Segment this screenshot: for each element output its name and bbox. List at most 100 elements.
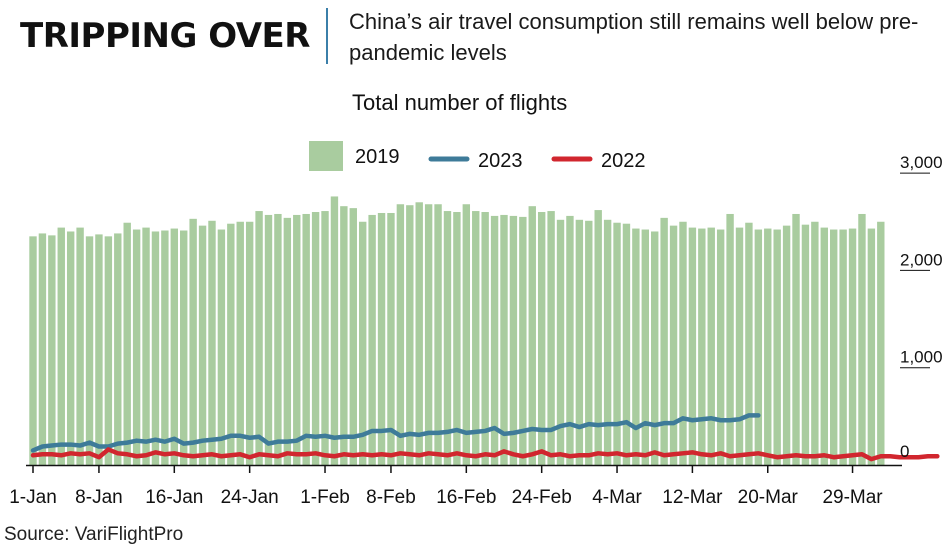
bar-2019-day-1 <box>29 236 37 465</box>
bar-2019-day-16 <box>170 228 178 465</box>
chart-title: Total number of flights <box>352 90 568 115</box>
bar-2019-day-69 <box>669 225 678 465</box>
bar-2019-day-65 <box>632 228 640 465</box>
bar-2019-day-53 <box>519 216 527 465</box>
bar-2019-day-10 <box>114 233 122 465</box>
x-tick-label: 8-Feb <box>366 487 416 508</box>
y-tick-label: 2,000 <box>900 250 943 269</box>
x-tick-label: 12-Mar <box>662 487 723 508</box>
bar-2019-day-22 <box>227 223 235 465</box>
bar-2019-day-31 <box>311 212 320 465</box>
bar-2019-day-66 <box>641 229 649 465</box>
bar-2019-day-67 <box>651 231 659 465</box>
y-tick-label: 0 <box>900 442 909 461</box>
bar-2019-day-5 <box>66 231 75 465</box>
series-line-2023 <box>30 413 761 453</box>
y-tick-label: 1,000 <box>900 348 943 367</box>
bar-2019-day-34 <box>340 206 348 465</box>
bar-2019-day-6 <box>76 227 84 465</box>
bar-2019-day-58 <box>566 215 574 465</box>
legend-label-2023: 2023 <box>478 150 523 172</box>
bar-2019-day-44 <box>434 204 442 466</box>
bar-2019-day-81 <box>782 225 791 465</box>
y-tick-label: 3,000 <box>900 153 943 172</box>
bar-2019-day-14 <box>151 231 160 465</box>
bar-2019-day-72 <box>698 228 706 465</box>
bar-2019-day-26 <box>264 214 273 465</box>
bar-2019-day-77 <box>745 222 753 465</box>
bar-2019-day-56 <box>547 211 555 465</box>
bar-2019-day-64 <box>622 223 631 465</box>
x-tick-label: 16-Jan <box>145 487 203 508</box>
bar-2019-day-87 <box>839 229 847 465</box>
bar-2019-day-75 <box>726 213 734 465</box>
bar-2019-day-62 <box>603 219 612 465</box>
bar-2019-day-38 <box>377 212 386 465</box>
bar-2019-day-86 <box>830 229 838 465</box>
bar-2019-day-42 <box>415 202 423 466</box>
legend-swatch-2019 <box>309 141 343 171</box>
bar-2019-day-80 <box>773 229 781 465</box>
bar-2019-day-88 <box>848 228 857 465</box>
bar-2019-day-83 <box>801 224 810 465</box>
bar-2019-day-45 <box>443 211 452 465</box>
bar-2019-day-47 <box>462 204 471 466</box>
bar-2019-day-3 <box>48 235 56 465</box>
bar-2019-day-50 <box>490 215 499 465</box>
bar-2019-day-71 <box>688 227 697 465</box>
bar-2019-day-28 <box>283 217 292 465</box>
bar-2019-day-61 <box>594 210 602 465</box>
x-tick-label: 16-Feb <box>436 487 496 508</box>
bar-2019-day-84 <box>811 221 819 465</box>
bar-2019-day-39 <box>387 212 395 465</box>
bar-2019-day-59 <box>575 219 584 465</box>
x-tick-label: 8-Jan <box>75 487 123 508</box>
bar-2019-day-76 <box>735 227 744 465</box>
bar-2019-day-9 <box>104 236 113 465</box>
bar-2019-day-37 <box>368 214 376 465</box>
bar-2019-day-20 <box>208 220 216 465</box>
x-tick-label: 29-Mar <box>822 487 883 508</box>
bar-2019-day-85 <box>820 227 828 465</box>
bar-2019-day-51 <box>500 214 508 465</box>
bar-2019-day-8 <box>95 234 103 465</box>
legend-label-2019: 2019 <box>355 146 400 168</box>
headline: TRIPPING OVER <box>20 16 310 56</box>
bar-2019-day-78 <box>754 229 763 465</box>
bar-2019-day-35 <box>349 208 357 465</box>
bar-2019-day-74 <box>716 229 725 465</box>
series-line-2022 <box>30 447 940 462</box>
legend-label-2022: 2022 <box>601 150 646 172</box>
bar-2019-day-30 <box>302 213 310 465</box>
bar-2019-day-70 <box>679 221 687 465</box>
bar-2019-day-73 <box>707 227 715 465</box>
bar-2019-day-21 <box>217 229 226 465</box>
bar-2019-day-55 <box>537 212 546 465</box>
bar-2019-day-19 <box>198 225 207 465</box>
bar-2019-day-27 <box>274 213 282 465</box>
bar-2019-day-11 <box>123 222 131 465</box>
bar-2019-day-29 <box>293 214 301 465</box>
bar-2019-day-57 <box>556 219 565 465</box>
bar-2019-day-24 <box>245 221 254 465</box>
bar-2019-day-91 <box>877 221 885 465</box>
bar-2019-day-32 <box>321 211 329 465</box>
bar-2019-day-82 <box>792 213 800 465</box>
bar-2019-day-12 <box>132 229 141 465</box>
bar-2019-day-60 <box>585 220 593 465</box>
bar-2019-day-25 <box>255 211 263 465</box>
bar-2019-day-7 <box>85 236 94 465</box>
bar-2019-day-15 <box>161 230 169 465</box>
bar-2019-day-63 <box>613 222 621 465</box>
bar-2019-day-54 <box>528 206 536 465</box>
bar-2019-day-23 <box>236 221 244 465</box>
bar-2019-day-2 <box>38 233 47 465</box>
bar-2019-day-33 <box>330 196 339 465</box>
bar-2019-day-17 <box>180 230 188 465</box>
bar-2019-day-43 <box>424 204 433 466</box>
bar-2019-day-89 <box>858 213 866 465</box>
x-tick-label: 24-Jan <box>221 487 279 508</box>
x-tick-label: 24-Feb <box>512 487 572 508</box>
bar-2019-day-18 <box>189 218 197 465</box>
bar-2019-day-79 <box>764 228 772 465</box>
